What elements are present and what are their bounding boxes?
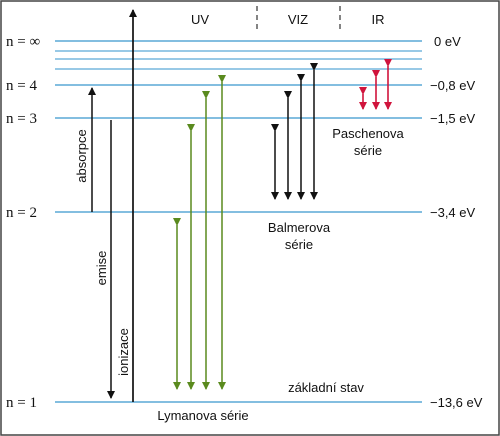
- energy-label-n4: −0,8 eV: [430, 78, 476, 93]
- level-label-n3: n = 3: [6, 111, 37, 127]
- region-uv-label: UV: [191, 12, 209, 27]
- emission-label: emise: [94, 251, 109, 286]
- paschen-label-line2: série: [354, 143, 382, 158]
- paschen-label-line1: Paschenova: [332, 126, 404, 141]
- energy-label-n1: −13,6 eV: [430, 395, 483, 410]
- energy-label-n2: −3,4 eV: [430, 205, 476, 220]
- balmer-label-line2: série: [285, 237, 313, 252]
- region-viz-label: VIZ: [288, 12, 308, 27]
- region-ir-label: IR: [372, 12, 385, 27]
- energy-label-infinity: 0 eV: [434, 34, 461, 49]
- ground-state-label: základní stav: [288, 380, 364, 395]
- energy-label-n3: −1,5 eV: [430, 111, 476, 126]
- ionization-label: ionizace: [116, 328, 131, 376]
- level-label-infinity: n = ∞: [6, 34, 40, 50]
- level-label-n4: n = 4: [6, 78, 37, 94]
- level-label-n2: n = 2: [6, 205, 37, 221]
- lyman-label: Lymanova série: [157, 408, 248, 423]
- level-label-n1: n = 1: [6, 395, 37, 411]
- absorption-label: absorpce: [74, 129, 89, 182]
- balmer-label-line1: Balmerova: [268, 220, 331, 235]
